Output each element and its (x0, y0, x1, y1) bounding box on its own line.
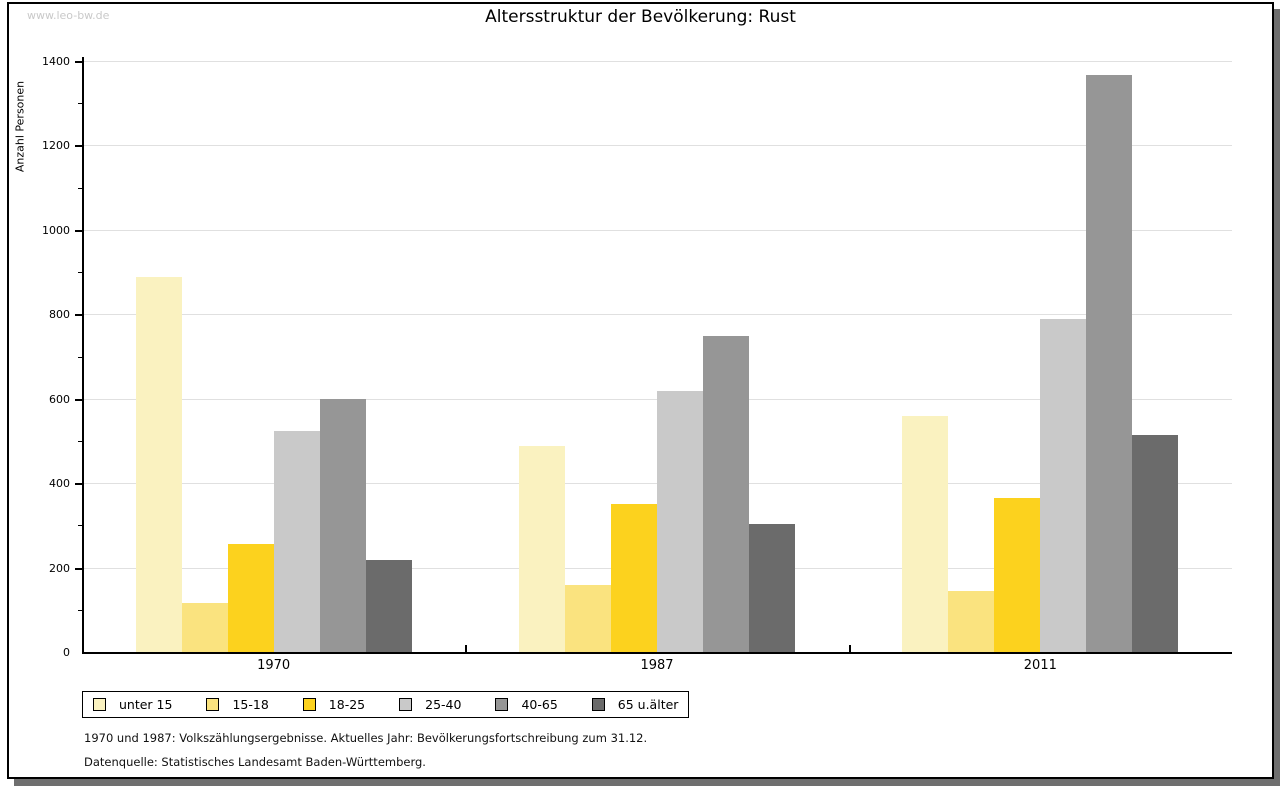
bar-unter-15-1970 (135, 277, 182, 652)
y-tick-label-1000: 1000 (42, 223, 70, 237)
gridline-1000 (82, 229, 1232, 231)
footnote-source-note: 1970 und 1987: Volkszählungsergebnisse. … (84, 731, 648, 745)
y-tick-label-600: 600 (49, 392, 70, 406)
chart-title: Altersstruktur der Bevölkerung: Rust (485, 7, 796, 27)
y-tick-label-1200: 1200 (42, 139, 70, 153)
legend-swatch-18-25 (302, 698, 316, 711)
bar-18-25-1987 (611, 504, 657, 652)
y-tick-100 (78, 609, 82, 611)
y-tick-1300 (78, 103, 82, 105)
gridline-1200 (82, 145, 1232, 147)
legend-swatch-40-65 (495, 698, 509, 711)
legend-label-25-40: 25-40 (425, 697, 462, 712)
x-boundary-tick-1 (465, 645, 468, 652)
bar-25-40-2011 (1040, 318, 1087, 652)
y-tick-1200 (75, 145, 82, 148)
bar-unter-15-1987 (519, 446, 565, 652)
y-axis-line (82, 57, 84, 654)
y-tick-label-800: 800 (49, 308, 70, 322)
legend-swatch-65-u-lter (591, 698, 605, 711)
legend-label-65-u-lter: 65 u.älter (617, 697, 679, 712)
bar-18-25-1970 (227, 543, 274, 652)
y-tick-label-400: 400 (49, 477, 70, 491)
legend-item-18-25: 18-25 (302, 697, 366, 712)
bar-40-65-1987 (703, 336, 749, 652)
x-axis-line (82, 652, 1232, 654)
y-tick-900 (78, 272, 82, 274)
legend-swatch-25-40 (399, 698, 413, 711)
y-tick-800 (75, 314, 82, 317)
legend-swatch-15-18 (206, 698, 220, 711)
y-tick-400 (75, 483, 82, 486)
bar-65-u-lter-2011 (1132, 435, 1179, 652)
legend-label-unter-15: unter 15 (119, 697, 173, 712)
legend-item-unter-15: unter 15 (93, 697, 172, 712)
bar-40-65-2011 (1086, 74, 1133, 652)
legend: unter 15 15-18 18-25 25-40 40-65 65 u.älter (82, 691, 690, 718)
y-tick-500 (78, 440, 82, 442)
bar-15-18-2011 (948, 590, 995, 652)
x-label-1987: 1987 (640, 658, 674, 673)
y-tick-1400 (75, 61, 82, 63)
y-tick-1000 (75, 229, 82, 232)
y-tick-label-200: 200 (49, 561, 70, 575)
gridline-1400 (82, 61, 1232, 62)
legend-item-40-65: 40-65 (495, 697, 558, 712)
bar-65-u-lter-1970 (365, 559, 412, 652)
legend-label-15-18: 15-18 (232, 697, 269, 712)
bar-15-18-1987 (565, 585, 611, 652)
footnote-data-source: Datenquelle: Statistisches Landesamt Bad… (84, 755, 426, 769)
x-boundary-tick-2 (848, 645, 851, 652)
y-tick-300 (78, 525, 82, 527)
gridline-800 (82, 314, 1232, 316)
bar-65-u-lter-1987 (749, 524, 795, 652)
bar-25-40-1987 (657, 391, 703, 652)
y-tick-700 (78, 356, 82, 358)
watermark-leo-bw: www.leo-bw.de (27, 9, 110, 22)
legend-item-25-40: 25-40 (399, 697, 461, 712)
y-tick-600 (75, 398, 82, 401)
bar-40-65-1970 (319, 398, 366, 652)
legend-swatch-unter-15 (93, 698, 106, 711)
y-tick-label-0: 0 (63, 646, 70, 659)
legend-item-65-u-lter: 65 u.älter (591, 697, 679, 712)
legend-label-18-25: 18-25 (328, 697, 366, 712)
x-label-1970: 1970 (257, 658, 291, 673)
y-axis-title: Anzahl Personen (13, 80, 27, 173)
y-tick-label-1400: 1400 (42, 55, 70, 68)
bar-15-18-1970 (181, 603, 228, 652)
legend-label-40-65: 40-65 (521, 697, 558, 712)
x-label-2011: 2011 (1023, 658, 1057, 673)
legend-item-15-18: 15-18 (206, 697, 269, 712)
bar-unter-15-2011 (902, 415, 949, 652)
bar-18-25-2011 (994, 497, 1041, 652)
y-tick-200 (75, 567, 82, 570)
bar-25-40-1970 (273, 431, 320, 652)
y-tick-1100 (78, 187, 82, 189)
chart-frame: www.leo-bw.de Altersstruktur der Bevölke… (7, 2, 1274, 779)
